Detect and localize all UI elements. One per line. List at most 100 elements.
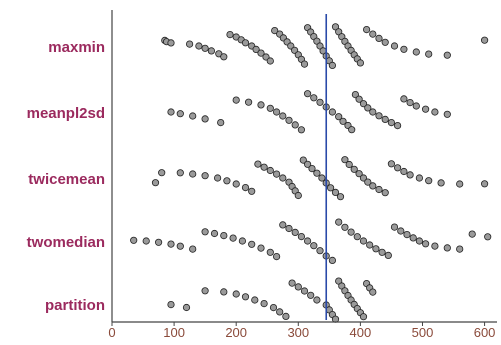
data-point-twomedian <box>167 240 175 248</box>
data-point-maxmin <box>220 53 228 61</box>
data-point-twomedian <box>176 242 184 250</box>
data-point-twicemean <box>456 180 464 188</box>
data-point-twicemean <box>151 179 160 187</box>
data-point-meanpl2sd <box>272 108 281 116</box>
data-point-meanpl2sd <box>387 119 395 127</box>
x-tick-label-600: 600 <box>474 325 496 340</box>
data-point-twomedian <box>347 228 355 236</box>
data-point-twicemean <box>254 160 262 168</box>
data-point-twomedian <box>353 233 361 241</box>
data-point-twomedian <box>310 242 318 250</box>
data-point-twicemean <box>393 164 402 172</box>
data-point-twomedian <box>366 241 374 249</box>
data-point-meanpl2sd <box>310 94 318 102</box>
data-point-twicemean <box>266 166 274 175</box>
x-tick-label-200: 200 <box>225 325 247 340</box>
data-point-twicemean <box>415 174 423 182</box>
data-point-twomedian <box>297 233 305 241</box>
data-point-twomedian <box>248 240 256 248</box>
data-point-meanpl2sd <box>364 104 372 112</box>
data-point-partition <box>220 288 228 296</box>
data-point-twomedian <box>341 223 349 231</box>
data-point-meanpl2sd <box>316 98 324 106</box>
data-point-meanpl2sd <box>351 91 359 99</box>
data-point-meanpl2sd <box>431 108 439 116</box>
data-point-twicemean <box>369 182 377 190</box>
data-point-twicemean <box>326 184 335 192</box>
data-point-meanpl2sd <box>297 126 305 134</box>
data-point-twicemean <box>400 167 408 176</box>
data-point-twicemean <box>189 170 197 178</box>
data-point-meanpl2sd <box>400 95 408 103</box>
data-point-twomedian <box>421 240 430 248</box>
data-point-maxmin <box>186 40 194 48</box>
data-point-twomedian <box>279 221 287 229</box>
data-point-maxmin <box>390 42 399 50</box>
data-point-twicemean <box>425 177 433 185</box>
data-point-twicemean <box>437 179 445 187</box>
data-point-twomedian <box>443 244 451 252</box>
data-point-meanpl2sd <box>369 108 377 116</box>
data-point-meanpl2sd <box>291 121 299 129</box>
data-point-twicemean <box>480 180 489 188</box>
data-point-meanpl2sd <box>355 95 363 103</box>
data-point-maxmin <box>262 53 270 61</box>
x-tick-label-500: 500 <box>412 325 434 340</box>
data-point-twicemean <box>336 193 345 201</box>
data-point-maxmin <box>381 38 389 46</box>
data-point-twicemean <box>158 169 166 177</box>
data-point-maxmin <box>252 45 260 54</box>
data-point-twomedian <box>390 223 399 231</box>
data-point-maxmin <box>241 39 250 47</box>
category-label-twicemean: twicemean <box>28 171 105 188</box>
data-point-partition <box>288 279 296 287</box>
data-point-meanpl2sd <box>335 113 343 121</box>
data-point-maxmin <box>356 59 364 67</box>
data-point-maxmin <box>167 39 175 47</box>
data-point-meanpl2sd <box>339 117 347 125</box>
data-point-meanpl2sd <box>412 102 420 110</box>
data-point-twicemean <box>223 177 231 185</box>
data-point-meanpl2sd <box>443 110 451 118</box>
data-point-twomedian <box>257 244 265 252</box>
data-point-twicemean <box>313 169 321 177</box>
data-point-twomedian <box>484 233 492 241</box>
data-point-maxmin <box>400 45 408 53</box>
data-point-twomedian <box>468 230 476 238</box>
data-point-twomedian <box>201 228 209 236</box>
data-point-maxmin <box>201 44 209 52</box>
data-point-meanpl2sd <box>245 98 253 106</box>
data-point-partition <box>313 296 321 304</box>
data-point-partition <box>182 303 191 312</box>
data-point-meanpl2sd <box>375 112 383 120</box>
data-point-twicemean <box>232 180 240 188</box>
data-point-meanpl2sd <box>421 105 430 113</box>
data-point-twicemean <box>248 187 256 195</box>
data-point-twicemean <box>359 174 368 182</box>
data-point-maxmin <box>226 30 234 39</box>
data-point-twicemean <box>308 165 316 173</box>
data-point-partition <box>282 312 290 320</box>
data-point-twicemean <box>272 170 281 178</box>
data-point-meanpl2sd <box>303 90 312 98</box>
data-point-meanpl2sd <box>257 101 265 109</box>
data-point-twomedian <box>384 251 392 259</box>
data-point-meanpl2sd <box>176 110 184 118</box>
data-point-maxmin <box>271 26 279 35</box>
data-point-partition <box>260 299 268 308</box>
data-point-twomedian <box>291 228 299 236</box>
data-point-partition <box>241 293 250 301</box>
category-labels: maxmin meanpl2sd twicemean twomedian par… <box>27 39 105 314</box>
data-point-twicemean <box>299 156 307 164</box>
data-point-meanpl2sd <box>328 108 336 116</box>
data-point-maxmin <box>195 42 203 50</box>
data-point-meanpl2sd <box>406 99 414 107</box>
data-point-twomedian <box>303 237 312 245</box>
data-point-maxmin <box>328 61 336 70</box>
data-point-partition <box>269 303 278 312</box>
data-point-maxmin <box>369 30 377 38</box>
data-point-twomedian <box>378 248 386 256</box>
data-point-partition <box>307 291 315 299</box>
data-point-twicemean <box>341 156 349 164</box>
data-point-maxmin <box>300 60 309 68</box>
